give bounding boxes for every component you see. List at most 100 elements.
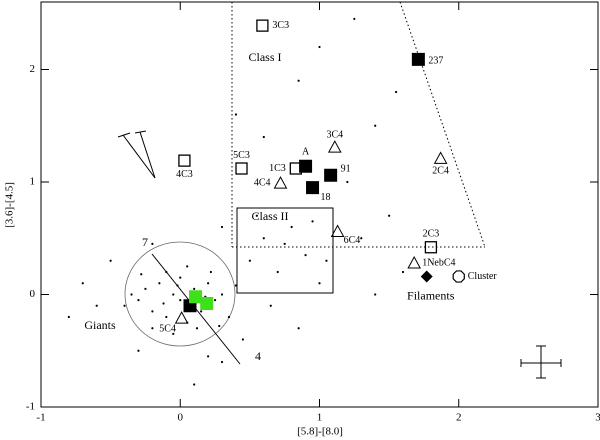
filled-square-marker (411, 52, 425, 66)
field-dot (67, 315, 70, 319)
open-square-marker (235, 162, 248, 175)
field-dot (130, 293, 133, 296)
field-dot (207, 282, 210, 285)
field-dot (162, 302, 165, 305)
field-dot (269, 304, 272, 307)
triangle-marker (433, 151, 448, 164)
y-tick-label: 0 (30, 288, 36, 300)
field-dot (290, 225, 293, 229)
field-dot (304, 254, 307, 257)
triangle-marker (327, 140, 342, 153)
x-tick-label: 0 (178, 412, 184, 424)
field-dot (318, 282, 321, 285)
field-dot (220, 293, 224, 296)
field-dot (158, 282, 161, 285)
field-dot (123, 304, 126, 307)
field-dot (186, 265, 189, 268)
triangle-marker (330, 224, 345, 237)
field-dot (353, 17, 356, 20)
field-dot (325, 259, 328, 262)
annotation: 4 (255, 349, 261, 363)
field-dot (109, 259, 112, 262)
filled-square-marker (200, 297, 214, 310)
point-label: 1NebC4 (422, 257, 455, 268)
field-dot (137, 299, 140, 302)
field-dot (207, 355, 210, 358)
annotation: 7 (142, 235, 148, 249)
field-dot (172, 293, 175, 296)
point-label: 4C4 (254, 177, 271, 188)
x-tick-label: 2 (456, 412, 462, 424)
field-dot (394, 90, 398, 94)
field-dot (374, 293, 377, 296)
field-dot (234, 284, 238, 287)
field-dot (388, 214, 391, 217)
y-tick-label: -1 (26, 401, 35, 413)
field-dot (360, 237, 363, 240)
field-dot (209, 270, 212, 274)
field-dot (137, 349, 140, 352)
field-dot (140, 273, 143, 276)
field-dot (151, 242, 154, 245)
x-tick-label: -1 (36, 412, 45, 424)
error-cross (520, 345, 562, 379)
open-square-marker (256, 19, 269, 32)
field-dot (144, 287, 147, 290)
point-label: 6C4 (344, 235, 361, 246)
field-dot (151, 310, 154, 313)
field-dot (213, 299, 217, 302)
octagon-marker (452, 270, 465, 283)
point-label: 3C3 (272, 20, 289, 31)
field-dot (248, 259, 251, 262)
field-dot (165, 315, 168, 319)
class-ii-box (236, 207, 334, 294)
filled-square-marker (189, 290, 203, 304)
point-label: 5C3 (233, 150, 250, 161)
point-label: 2C3 (423, 229, 440, 240)
point-label: 2C4 (432, 166, 449, 177)
x-axis-title: [5.8]-[8.0] (297, 426, 343, 438)
field-dot (283, 242, 286, 245)
field-dot (195, 327, 199, 330)
field-dot (227, 315, 231, 319)
open-square-marker (178, 154, 191, 167)
annotation: Class II (252, 209, 289, 223)
annotation: Giants (84, 318, 116, 332)
triangle-marker (407, 255, 422, 269)
point-label: 1C3 (269, 163, 286, 174)
field-dot (193, 383, 196, 386)
field-dot (262, 135, 265, 139)
point-label: Filaments (407, 288, 455, 302)
triangle-marker (273, 176, 288, 189)
field-dot (172, 332, 175, 335)
filled-square-marker (324, 168, 338, 182)
field-dot (276, 270, 279, 274)
point-label: 18 (321, 192, 331, 203)
field-dot (241, 338, 245, 341)
field-dot (218, 324, 221, 328)
field-dot (297, 79, 300, 82)
field-dot (151, 327, 154, 330)
x-tick-label: 1 (317, 412, 323, 424)
field-dot (311, 220, 314, 223)
y-tick-label: 1 (30, 176, 36, 188)
field-dot (95, 304, 98, 307)
field-dot (179, 299, 182, 302)
field-dot (220, 225, 224, 229)
field-dot (165, 270, 168, 274)
annotation: Class I (249, 50, 282, 64)
point-label: A (302, 147, 310, 158)
y-axis-title: [3.6]-[4.5] (4, 182, 16, 228)
field-dot (255, 214, 258, 217)
filled-square-marker (306, 181, 320, 195)
field-dot (297, 327, 300, 330)
point-label: 4C3 (176, 169, 193, 180)
diamond-marker (420, 270, 433, 283)
class-i-region (231, 1, 486, 248)
field-dot (234, 113, 238, 116)
triangle-marker (174, 311, 189, 324)
x-tick-label: 3 (595, 412, 600, 424)
plot-frame (40, 1, 599, 408)
filled-square-marker (299, 159, 313, 173)
